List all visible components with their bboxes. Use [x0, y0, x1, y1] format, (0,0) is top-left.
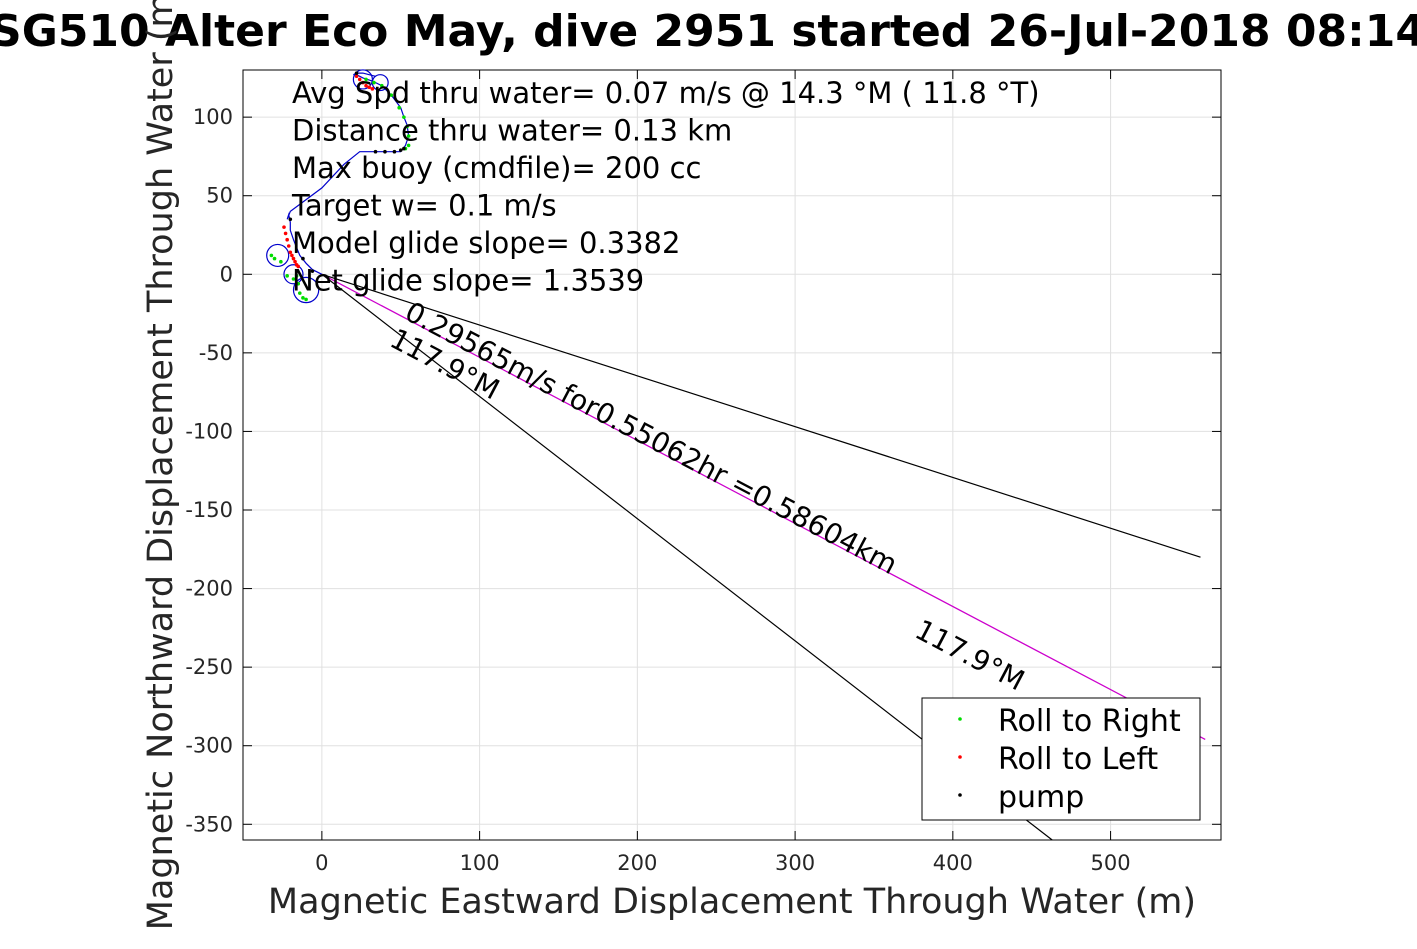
pump-point: [402, 146, 406, 151]
plot-frame: [242, 69, 1222, 841]
roll-left-point: [361, 80, 365, 85]
legend-box: [921, 697, 1201, 821]
y-axis-label: Magnetic Northward Displacement Through …: [141, 0, 181, 930]
pump-point: [354, 71, 359, 75]
x-tick-label: 400: [933, 851, 973, 875]
roll-right-point: [296, 281, 301, 286]
legend-marker-pump: [958, 793, 962, 797]
projection-line: [321, 273, 1206, 741]
roll-right-point: [272, 256, 277, 261]
roll-left-point: [286, 244, 291, 248]
roll-left-point: [296, 264, 301, 269]
roll-left-point: [370, 87, 375, 91]
track-loop: [283, 264, 304, 285]
annotations-layer: Avg Spd thru water= 0.07 m/s @ 14.3 °M (…: [291, 76, 1040, 298]
annotation-max-buoy: Max buoy (cmdfile)= 200 cc: [292, 151, 701, 185]
roll-left-point: [288, 250, 293, 255]
legend-entry-roll-right: Roll to Right: [998, 704, 1181, 739]
roll-left-point: [283, 231, 288, 236]
legend: Roll to Right Roll to Left pump: [921, 697, 1201, 821]
track-loop: [266, 243, 290, 268]
chart-title: SG510 Alter Eco May, dive 2951 started 2…: [0, 6, 1417, 57]
pump-point: [392, 149, 397, 154]
roll-left-point: [291, 256, 296, 261]
x-tick-label: 0: [315, 851, 328, 875]
pump-point: [373, 149, 378, 154]
y-tick-label: -300: [185, 734, 233, 758]
annotation-net-glide: Net glide slope= 1.3539: [292, 264, 644, 298]
roll-left-point: [364, 83, 368, 88]
y-tick-label: -350: [185, 812, 233, 836]
roll-right-point: [402, 115, 406, 119]
x-tick-label: 100: [460, 851, 500, 875]
roll-right-point: [406, 134, 411, 138]
y-tick-label: 100: [193, 105, 233, 129]
ticks-layer: 0 100 200 300 400 500-350-300-250-200-150-100…: [185, 70, 1221, 875]
roll-right-point: [380, 83, 384, 88]
track-loop: [292, 276, 320, 304]
roll-right-point: [389, 93, 394, 97]
y-tick-label: -200: [185, 577, 233, 601]
roll-right-point: [279, 259, 283, 264]
y-tick-label: -100: [185, 419, 233, 443]
roll-right-point: [297, 291, 302, 295]
roll-left-point: [285, 237, 289, 242]
pump-point: [310, 269, 315, 273]
roll-left-point: [354, 74, 359, 79]
x-axis-label: Magnetic Eastward Displacement Through W…: [268, 882, 1196, 922]
roll-right-point: [304, 297, 308, 302]
roll-left-point: [293, 259, 297, 264]
roll-left-point: [357, 77, 362, 82]
roll-left-point: [282, 225, 286, 229]
y-tick-label: 50: [206, 184, 233, 208]
roll-right-point: [294, 274, 299, 278]
roll-left-point: [367, 85, 371, 90]
pump-point: [288, 217, 293, 222]
roll-right-point: [406, 143, 411, 148]
x-tick-label: 300: [775, 851, 815, 875]
legend-marker-roll-left: [958, 755, 962, 759]
x-tick-label: 200: [617, 851, 657, 875]
roll-right-point: [285, 274, 289, 278]
pump-point: [383, 149, 387, 154]
roll-right-point: [364, 77, 368, 82]
grid-layer: [243, 70, 1221, 840]
roll-left-point: [290, 253, 294, 258]
legend-marker-roll-right: [958, 717, 962, 721]
annotation-target-w: Target w= 0.1 m/s: [291, 189, 557, 223]
annotation-model-glide: Model glide slope= 0.3382: [292, 226, 680, 260]
pump-point: [301, 256, 305, 261]
roll-right-point: [372, 80, 376, 85]
roll-right-point: [291, 277, 296, 281]
marks-layer: [269, 71, 411, 302]
roll-right-point: [397, 105, 401, 110]
y-tick-label: -150: [185, 498, 233, 522]
legend-entry-roll-left: Roll to Left: [998, 742, 1158, 777]
pump-point: [398, 148, 403, 152]
legend-entry-pump: pump: [998, 780, 1084, 815]
roll-right-point: [301, 296, 305, 300]
y-tick-label: -250: [185, 655, 233, 679]
annotation-avg-speed: Avg Spd thru water= 0.07 m/s @ 14.3 °M (…: [292, 76, 1040, 110]
annotation-distance: Distance thru water= 0.13 km: [292, 114, 732, 148]
x-tick-label: 500: [1091, 851, 1131, 875]
roll-right-point: [269, 253, 274, 258]
y-tick-label: -50: [199, 341, 233, 365]
roll-right-point: [405, 124, 409, 129]
spread-line-upper: [321, 273, 1201, 558]
y-tick-label: 0: [220, 262, 233, 286]
